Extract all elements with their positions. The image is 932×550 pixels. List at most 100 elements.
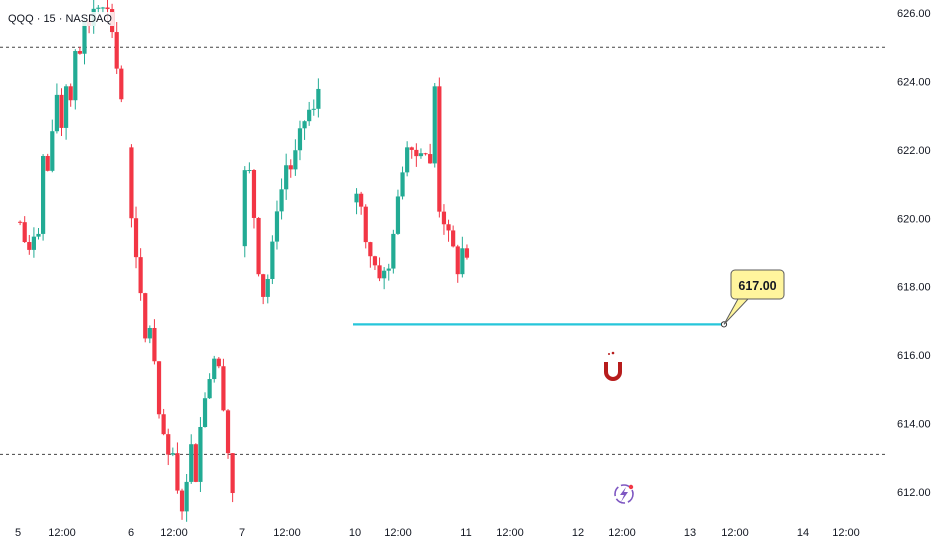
candle-body (446, 224, 451, 231)
price-tick-label: 622.00 (897, 145, 931, 157)
candle-body (382, 270, 387, 279)
candle-body (59, 94, 64, 128)
candle-body (423, 153, 428, 155)
candle-body (311, 108, 316, 110)
candle-body (18, 221, 23, 223)
candle-body (256, 217, 261, 275)
candle-body (114, 32, 119, 69)
price-tick-label: 620.00 (897, 213, 931, 225)
candle-body (207, 379, 212, 399)
candle-body (284, 165, 289, 190)
time-tick-label: 12:00 (160, 527, 188, 539)
candle-body (216, 358, 221, 367)
time-tick-label: 12:00 (48, 527, 76, 539)
candle-body (354, 193, 359, 203)
candle-body (359, 193, 364, 207)
time-tick-label: 13 (684, 527, 696, 539)
candle-body (64, 86, 69, 128)
price-tick-label: 626.00 (897, 8, 931, 20)
candle-body (77, 51, 82, 54)
candle-body (414, 149, 419, 157)
candle-body (437, 86, 442, 212)
candle-body (225, 410, 231, 454)
candle-body (36, 233, 41, 237)
candle-body (460, 248, 465, 275)
magnet-body (604, 362, 622, 381)
candle-body (184, 481, 189, 512)
candle-body (189, 444, 194, 482)
candle-body (242, 170, 247, 247)
price-tick-label: 624.00 (897, 76, 931, 88)
candle-body (270, 241, 275, 279)
time-tick-label: 12:00 (384, 527, 412, 539)
horizontal-levels (0, 46, 886, 455)
candle-body (418, 153, 424, 157)
candle-body (307, 109, 312, 122)
lightning-bolt (620, 487, 628, 502)
candle-body (428, 154, 433, 164)
price-tick-label: 612.00 (897, 487, 931, 499)
candle-body (22, 222, 27, 243)
candle-body (193, 444, 198, 482)
candle-body (279, 189, 284, 212)
lightning-icon[interactable] (614, 484, 634, 504)
candle-body (31, 236, 36, 250)
candle-body (451, 230, 456, 247)
candle-body (138, 257, 143, 294)
candle-body (441, 211, 447, 225)
candle-body (166, 434, 171, 455)
candle-body (212, 358, 217, 380)
candle-body (386, 268, 391, 271)
callout-box (730, 269, 785, 300)
candle-body (143, 293, 148, 339)
price-tick-label: 614.00 (897, 419, 931, 431)
candle-body (395, 196, 401, 234)
magnet-icon (604, 351, 622, 381)
time-tick-label: 12 (572, 527, 584, 539)
candle-body (45, 155, 50, 171)
time-tick-label: 5 (15, 527, 21, 539)
price-tick-label: 618.00 (897, 282, 931, 294)
candle-body (432, 86, 437, 164)
candle-body (302, 121, 307, 129)
time-tick-label: 12:00 (273, 527, 301, 539)
time-tick-label: 7 (239, 527, 245, 539)
candle-body (170, 453, 175, 455)
candle-body (198, 426, 203, 482)
candle-body (372, 256, 378, 266)
time-tick-label: 12:00 (608, 527, 636, 539)
candles (18, 0, 470, 522)
candle-body (363, 206, 368, 243)
candle-body (221, 366, 226, 411)
candle-body (100, 7, 105, 9)
time-tick-label: 6 (128, 527, 134, 539)
candle-body (133, 218, 139, 258)
candle-body (41, 155, 46, 234)
candle-body (152, 327, 157, 362)
magnet-spark (611, 351, 615, 355)
candle-body (175, 453, 180, 491)
candle-body (368, 242, 373, 257)
candle-body (409, 147, 414, 150)
candle-body (464, 248, 470, 258)
candle-body (261, 274, 266, 297)
candle-body (274, 211, 280, 242)
candle-body (293, 150, 298, 170)
candle-body (119, 68, 124, 100)
candle-body (156, 361, 162, 415)
candle-body (247, 170, 252, 172)
candle-body (129, 147, 134, 219)
candle-body (288, 165, 293, 170)
candle-body (82, 20, 87, 54)
candle-body (405, 147, 410, 173)
candle-body (147, 327, 152, 339)
magnet-spark (608, 353, 610, 355)
candle-body (316, 88, 321, 109)
candle-body (391, 233, 396, 269)
candle-body (179, 490, 185, 512)
candle-body (400, 172, 405, 197)
candle-body (297, 128, 303, 151)
candle-body (230, 453, 235, 494)
candle-body (251, 170, 257, 218)
